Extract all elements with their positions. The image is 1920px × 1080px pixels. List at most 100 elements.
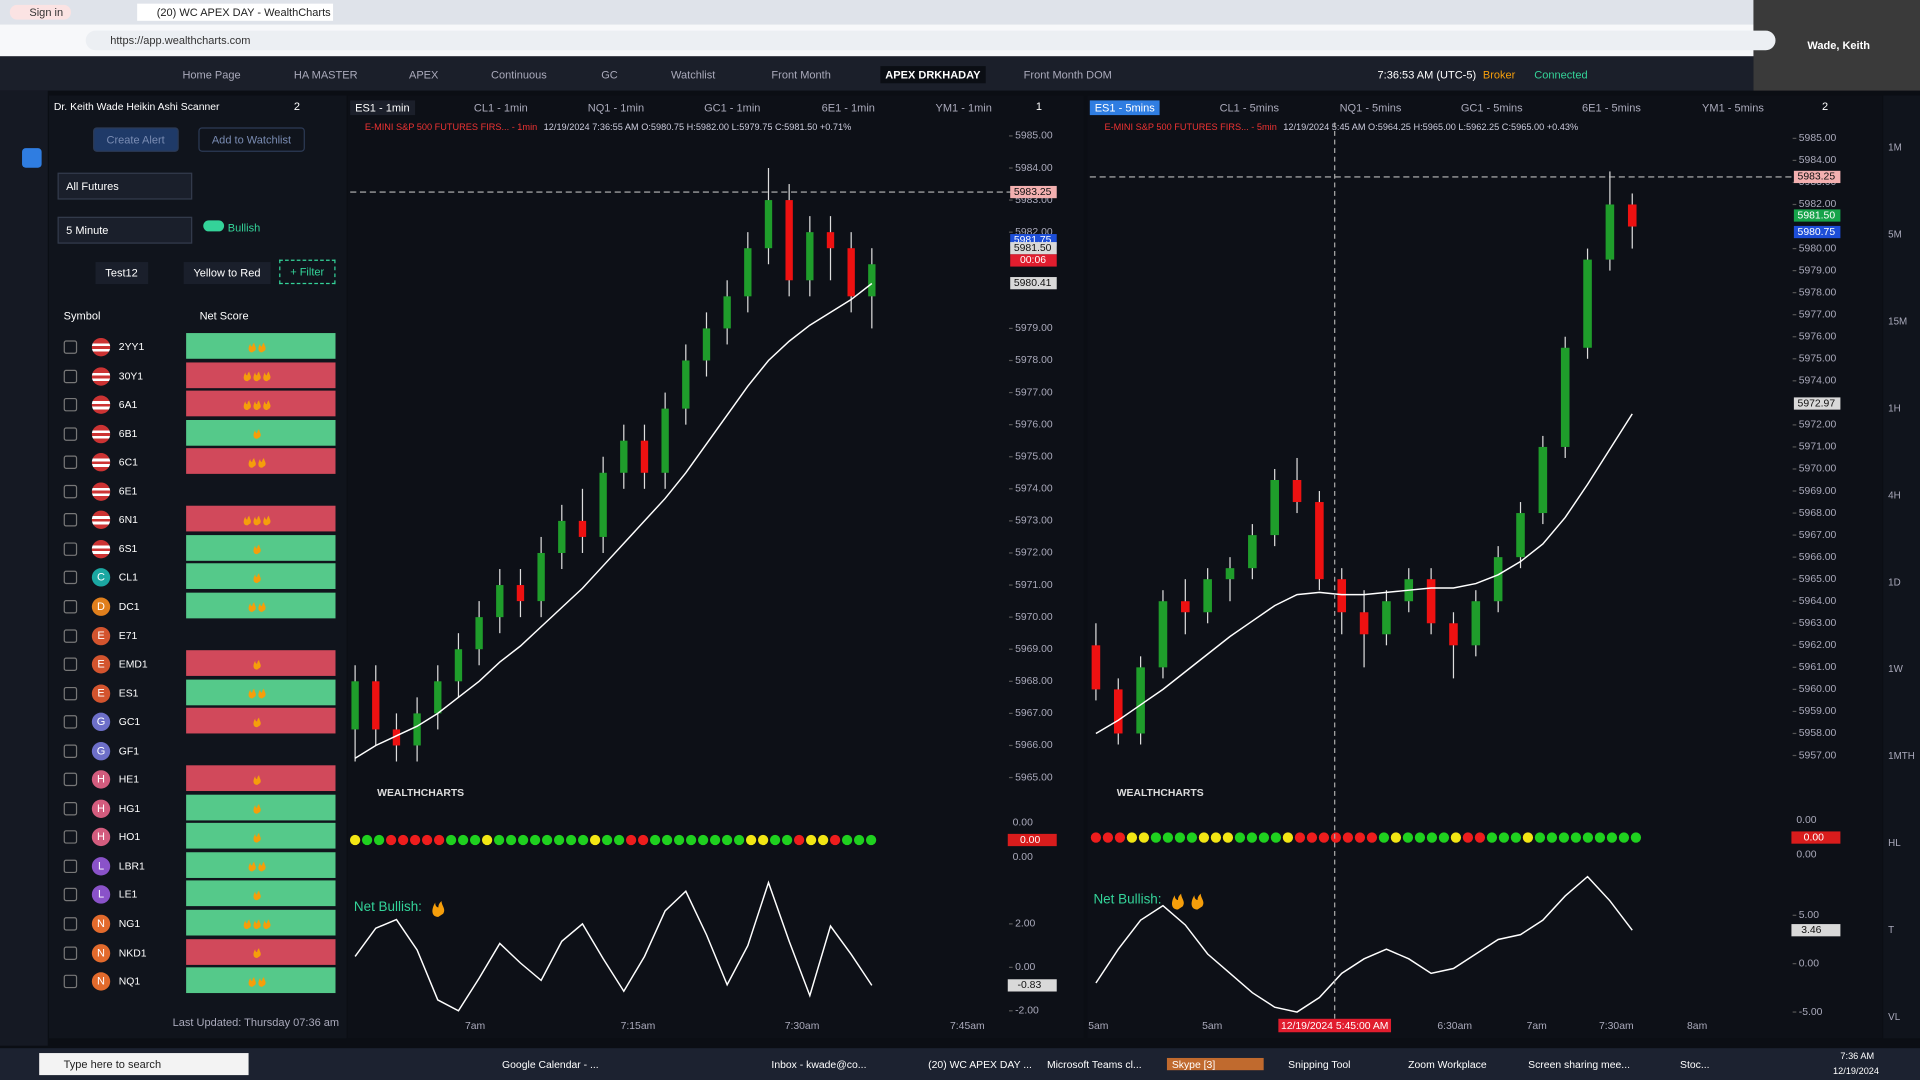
timeframe[interactable]: 1M xyxy=(1888,142,1902,154)
chart-tab[interactable]: NQ1 - 1min xyxy=(587,101,645,114)
timeframe[interactable]: 15M xyxy=(1888,315,1908,327)
symbol-badge: E xyxy=(91,655,111,674)
y-tick-label: 5971.00 xyxy=(1015,580,1053,591)
signal-dot xyxy=(565,834,577,846)
row-checkbox[interactable] xyxy=(63,686,78,700)
taskbar-app[interactable]: Inbox - kwade@co... xyxy=(771,1057,867,1071)
app-tab[interactable]: Front Month xyxy=(771,68,831,81)
taskbar-app[interactable]: Google Calendar - ... xyxy=(502,1057,599,1071)
row-checkbox[interactable] xyxy=(63,369,78,383)
row-checkbox[interactable] xyxy=(63,715,78,729)
y-tick-label: 5970.00 xyxy=(1799,464,1837,475)
filter-chip[interactable]: Yellow to Red xyxy=(183,262,271,285)
row-checkbox[interactable] xyxy=(63,830,78,845)
chart-tab[interactable]: 6E1 - 5mins xyxy=(1582,101,1641,114)
row-checkbox[interactable] xyxy=(63,657,78,672)
y-tick-label: 5978.00 xyxy=(1015,355,1053,366)
row-checkbox[interactable] xyxy=(63,859,78,873)
timeframe[interactable]: 1W xyxy=(1888,663,1903,675)
chart-tab[interactable]: YM1 - 5mins xyxy=(1702,101,1764,114)
timeframe[interactable]: 1MTH xyxy=(1888,750,1915,762)
candle-body xyxy=(1516,513,1525,558)
flame-icon xyxy=(248,457,256,468)
price-tag-label: 5983.25 xyxy=(1014,187,1052,198)
chart-tab[interactable]: 6E1 - 1min xyxy=(821,101,875,114)
row-checkbox[interactable] xyxy=(63,917,78,931)
app-tab[interactable]: APEX DRKHADAY xyxy=(880,66,986,84)
timeframe[interactable]: T xyxy=(1888,924,1895,936)
chart-panel xyxy=(347,95,1084,1039)
browser-tab[interactable]: (20) WC APEX DAY - WealthCharts xyxy=(137,3,334,21)
url-bar[interactable]: https://app.wealthcharts.com xyxy=(85,30,1776,51)
row-checkbox[interactable] xyxy=(63,513,78,527)
app-tab[interactable]: Front Month DOM xyxy=(1023,68,1112,81)
row-checkbox[interactable] xyxy=(63,801,78,816)
filter-chip[interactable]: Test12 xyxy=(95,262,148,285)
chart-tab[interactable]: GC1 - 1min xyxy=(704,101,761,114)
app-tab[interactable]: HA MASTER xyxy=(293,68,358,81)
flame-icon xyxy=(253,832,261,843)
row-checkbox[interactable] xyxy=(63,888,78,902)
app-tab[interactable]: Continuous xyxy=(491,68,547,81)
row-checkbox[interactable] xyxy=(63,945,78,960)
y-tick-label: -5.00 xyxy=(1799,1007,1823,1018)
row-checkbox[interactable] xyxy=(63,571,78,585)
app-tab[interactable]: Home Page xyxy=(182,68,241,81)
flame-icon xyxy=(253,371,261,382)
taskbar-app[interactable]: Snipping Tool xyxy=(1288,1057,1351,1071)
chart-tab[interactable]: ES1 - 1min xyxy=(350,100,415,116)
chart-tab[interactable]: ES1 - 5mins xyxy=(1089,100,1160,116)
taskbar-app[interactable]: Stoc... xyxy=(1680,1057,1710,1071)
timeframe[interactable]: HL xyxy=(1888,837,1901,849)
row-checkbox[interactable] xyxy=(63,628,78,643)
add-filter[interactable]: + Filter xyxy=(279,259,336,285)
row-checkbox[interactable] xyxy=(63,772,78,787)
row-checkbox[interactable] xyxy=(63,340,78,354)
clock: 7:36:53 AM (UTC-5) xyxy=(1377,68,1477,81)
chart-tab[interactable]: NQ1 - 5mins xyxy=(1339,101,1402,114)
sign-in-button[interactable]: Sign in xyxy=(9,4,71,20)
row-checkbox[interactable] xyxy=(63,542,78,556)
taskbar xyxy=(0,1048,1920,1080)
timeframe[interactable]: 1D xyxy=(1888,576,1901,588)
taskbar-app[interactable]: Microsoft Teams cl... xyxy=(1046,1057,1142,1071)
toggle[interactable] xyxy=(203,220,225,232)
timeframe[interactable]: 5M xyxy=(1888,228,1902,241)
taskbar-app[interactable]: (20) WC APEX DAY ... xyxy=(928,1057,1032,1071)
timeframe[interactable]: VL xyxy=(1888,1011,1901,1023)
row-checkbox[interactable] xyxy=(63,455,78,470)
chart-tab[interactable]: GC1 - 5mins xyxy=(1460,101,1523,114)
signal-dot xyxy=(757,834,769,846)
scanner-button[interactable]: Create Alert xyxy=(93,127,179,152)
chart-tab[interactable]: YM1 - 1min xyxy=(935,101,992,114)
row-checkbox[interactable] xyxy=(63,744,78,758)
timeframe[interactable]: 4H xyxy=(1888,489,1901,501)
scanner-button[interactable]: Add to Watchlist xyxy=(198,127,305,152)
app-tab[interactable]: Watchlist xyxy=(671,68,716,81)
app-tab[interactable]: GC xyxy=(601,68,618,81)
row-checkbox[interactable] xyxy=(63,599,78,614)
row-checkbox[interactable] xyxy=(63,426,78,441)
taskbar-app[interactable]: Screen sharing mee... xyxy=(1528,1057,1630,1071)
taskbar-app[interactable]: Zoom Workplace xyxy=(1408,1057,1487,1071)
flame-icon xyxy=(248,602,256,612)
row-checkbox[interactable] xyxy=(63,974,78,989)
row-checkbox[interactable] xyxy=(63,398,78,412)
timeframe[interactable]: 1H xyxy=(1888,402,1901,414)
candle-body xyxy=(578,520,587,537)
signal-dot xyxy=(553,834,565,846)
app-tab[interactable]: APEX xyxy=(408,68,439,81)
price-tag-label: 5981.50 xyxy=(1014,243,1052,254)
signal-dot xyxy=(697,834,709,846)
moving-average xyxy=(1095,413,1633,735)
add-button[interactable] xyxy=(22,148,42,168)
interval-dropdown[interactable]: 5 Minute xyxy=(57,216,193,244)
search-box[interactable]: Type here to search xyxy=(39,1053,249,1076)
market-dropdown[interactable]: All Futures xyxy=(57,172,193,200)
chart-tab[interactable]: CL1 - 1min xyxy=(473,101,528,114)
row-checkbox[interactable] xyxy=(63,484,78,499)
flame-icon xyxy=(258,977,266,987)
chart-tab[interactable]: CL1 - 5mins xyxy=(1219,101,1279,114)
taskbar-app[interactable]: Skype [3] xyxy=(1166,1057,1265,1071)
